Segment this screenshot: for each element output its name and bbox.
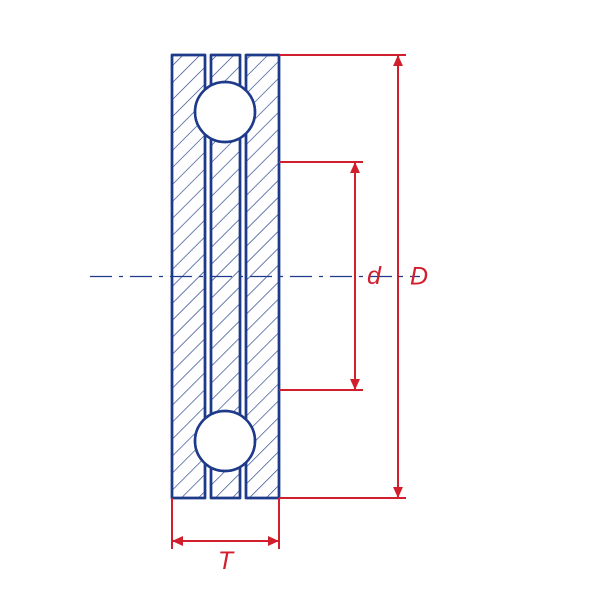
bearing-cross-section-diagram: Dd T: [0, 0, 600, 600]
dimension-D-label: D: [410, 263, 428, 291]
dimension-d-label: d: [367, 262, 382, 290]
dimension-T-label: T: [218, 547, 235, 575]
